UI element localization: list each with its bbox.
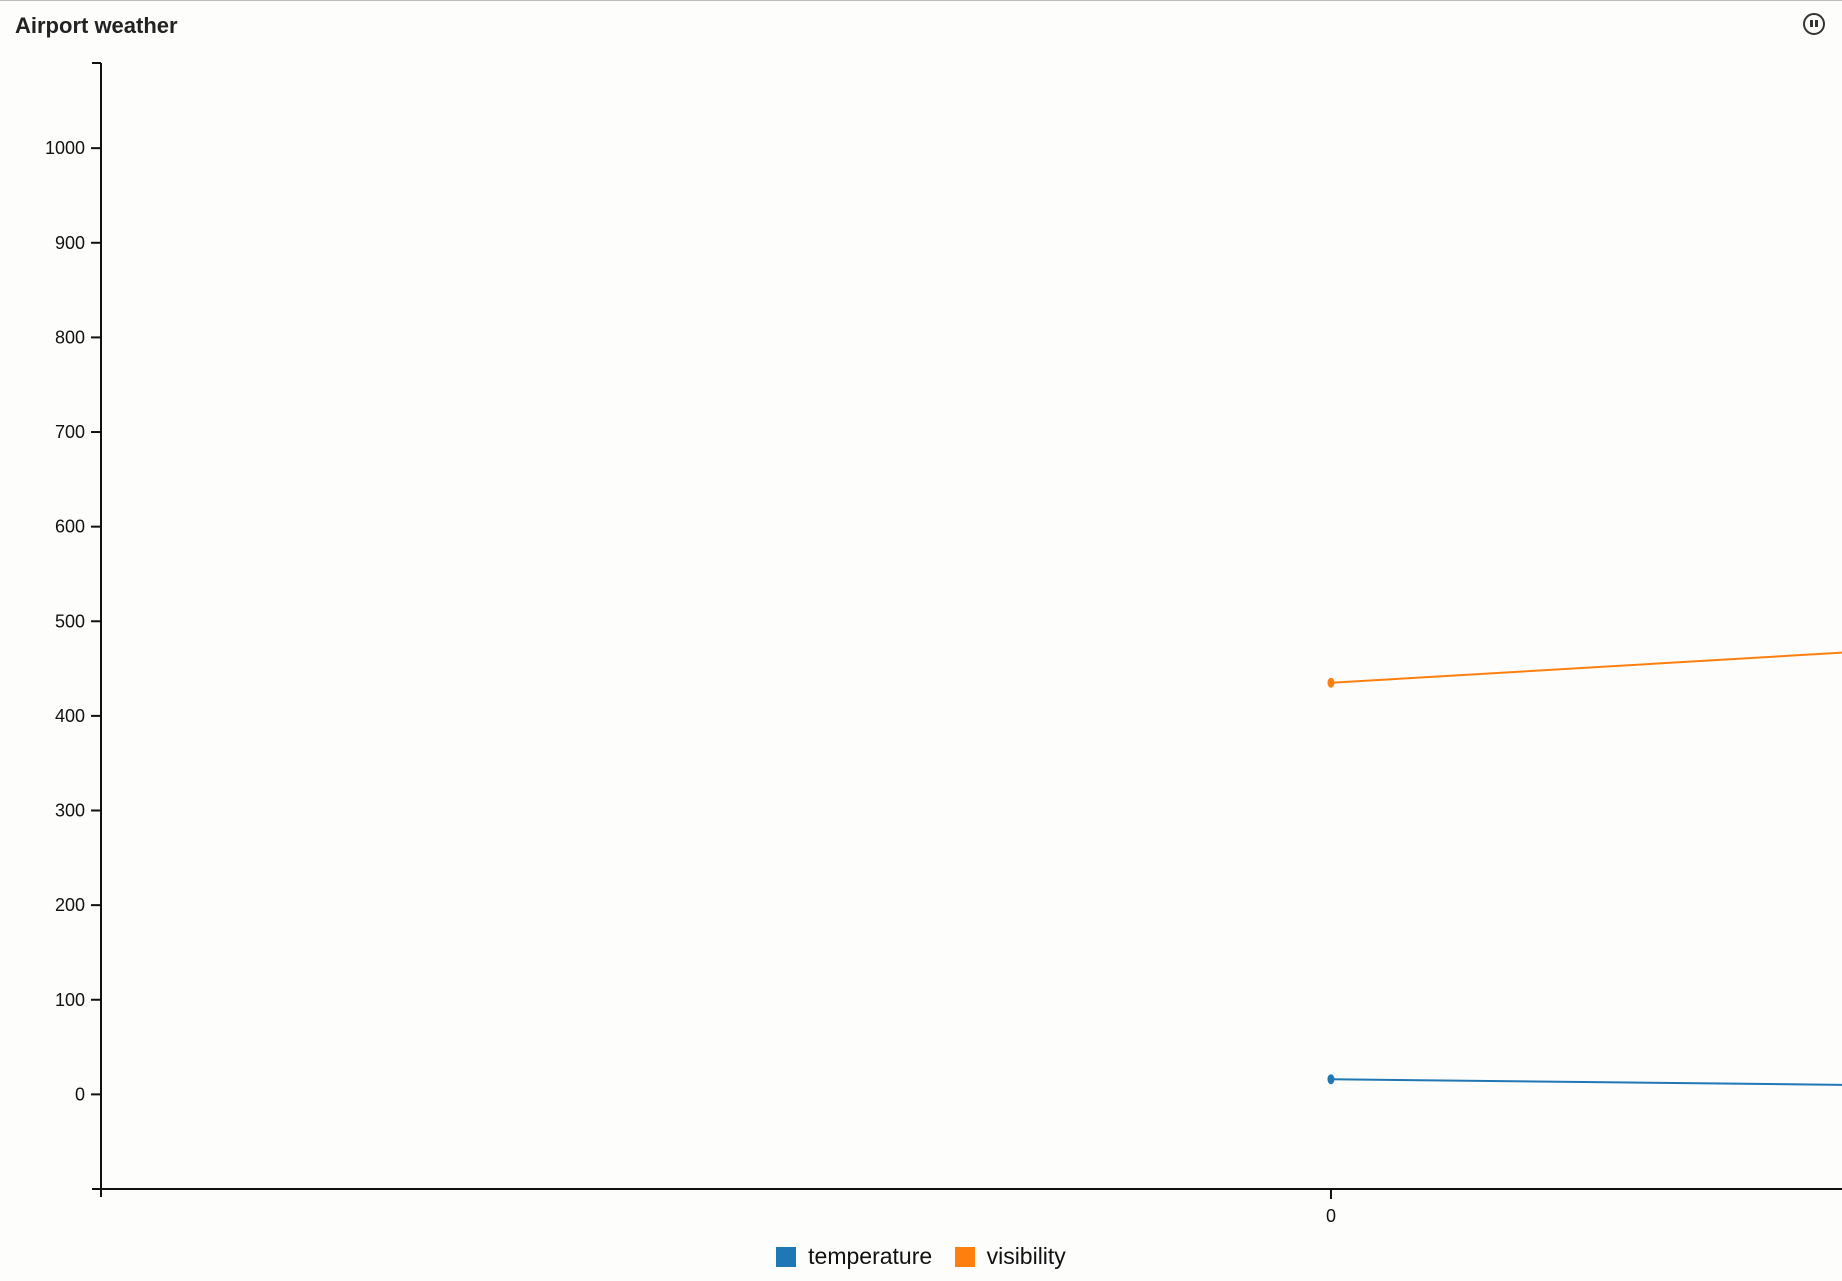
y-tick-label: 700 [55, 422, 85, 442]
y-tick-label: 500 [55, 611, 85, 631]
y-tick-label: 600 [55, 517, 85, 537]
series-line-temperature [1330, 1078, 1842, 1086]
legend-swatch [776, 1246, 797, 1267]
data-point-temperature [1327, 1074, 1335, 1085]
legend-item-temperature[interactable]: temperature [776, 1243, 932, 1270]
chart-title: Airport weather [15, 13, 178, 38]
pause-circle-icon[interactable] [1803, 13, 1825, 35]
legend-swatch [954, 1246, 975, 1267]
y-tick-label: 900 [55, 233, 85, 253]
legend-label: temperature [808, 1243, 933, 1269]
x-tick-label: 0 [1326, 1206, 1336, 1226]
y-tick-label: 0 [75, 1084, 85, 1104]
legend: temperature visibility [0, 1243, 1842, 1273]
data-point-visibility [1327, 677, 1335, 688]
y-tick-label: 200 [55, 895, 85, 915]
legend-label: visibility [986, 1243, 1066, 1269]
y-tick-label: 400 [55, 706, 85, 726]
y-tick-label: 100 [55, 990, 85, 1010]
y-tick-label: 800 [55, 327, 85, 347]
series-line-visibility [1330, 651, 1842, 684]
legend-item-visibility[interactable]: visibility [954, 1243, 1066, 1270]
y-tick-label: 1000 [45, 138, 85, 158]
y-tick-label: 300 [55, 801, 85, 821]
